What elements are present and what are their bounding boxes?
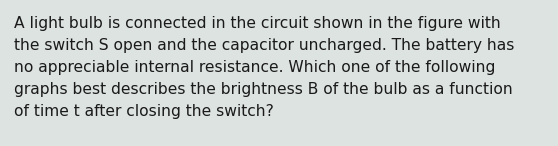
Text: of time t after closing the switch?: of time t after closing the switch? [14, 104, 274, 119]
Text: no appreciable internal resistance. Which one of the following: no appreciable internal resistance. Whic… [14, 60, 496, 75]
Text: the switch S open and the capacitor uncharged. The battery has: the switch S open and the capacitor unch… [14, 38, 514, 53]
Text: graphs best describes the brightness B of the bulb as a function: graphs best describes the brightness B o… [14, 82, 513, 97]
Text: A light bulb is connected in the circuit shown in the figure with: A light bulb is connected in the circuit… [14, 16, 501, 31]
